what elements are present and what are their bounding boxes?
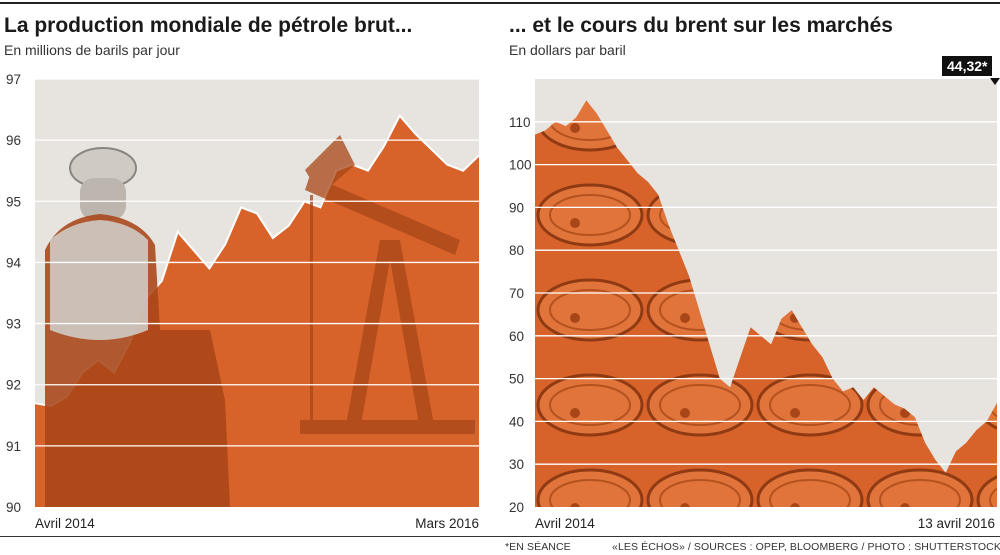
left-y-tick-label: 92	[6, 378, 21, 393]
left-chart-title: La production mondiale de pétrole brut..…	[4, 14, 413, 37]
left-y-tick-label: 97	[6, 72, 21, 87]
right-y-tick-label: 50	[509, 372, 524, 387]
left-x-start-label: Avril 2014	[35, 516, 95, 531]
right-y-tick-label: 90	[509, 200, 524, 215]
left-y-tick-label: 93	[6, 317, 21, 332]
right-y-tick-label: 70	[509, 286, 524, 301]
left-x-end-label: Mars 2016	[415, 516, 479, 531]
last-value-badge-pointer	[990, 78, 1000, 85]
footnote-sources: «LES ÉCHOS» / SOURCES : OPEP, BLOOMBERG …	[612, 541, 1000, 553]
left-y-tick-label: 94	[6, 255, 22, 270]
right-y-tick-label: 40	[509, 414, 524, 429]
last-value-badge: 44,32*	[942, 56, 993, 76]
left-y-tick-label: 90	[6, 500, 21, 515]
right-chart: 20 30 40 50 60 70 80 90 100 110 Avril 2014 13 avr…	[509, 79, 997, 531]
top-rule	[0, 2, 1000, 4]
left-y-tick-label: 95	[6, 194, 21, 209]
right-x-start-label: Avril 2014	[535, 516, 595, 531]
right-brent-area	[535, 100, 997, 508]
left-y-tick-label: 96	[6, 133, 21, 148]
right-y-tick-label: 60	[509, 329, 524, 344]
right-y-tick-label: 110	[509, 115, 531, 130]
left-y-tick-label: 91	[6, 439, 21, 454]
pumpjack-photo	[300, 135, 475, 434]
left-chart-subtitle: En millions de barils par jour	[4, 42, 180, 58]
footnote-en-seance: *EN SÉANCE	[505, 541, 571, 553]
right-y-tick-label: 20	[509, 500, 524, 515]
right-y-tick-label: 30	[509, 457, 524, 472]
right-y-tick-label: 80	[509, 243, 524, 258]
worker-photo	[45, 147, 230, 507]
right-y-tick-label: 100	[509, 158, 532, 173]
right-chart-title: ... et le cours du brent sur les marchés	[509, 14, 893, 37]
bottom-rule	[0, 536, 1000, 537]
right-chart-subtitle: En dollars par baril	[509, 42, 626, 58]
left-chart: 90 91 92 93 94 95 96 97 Avril 2014 Mars 2016	[6, 72, 480, 531]
right-x-end-label: 13 avril 2016	[918, 516, 995, 531]
